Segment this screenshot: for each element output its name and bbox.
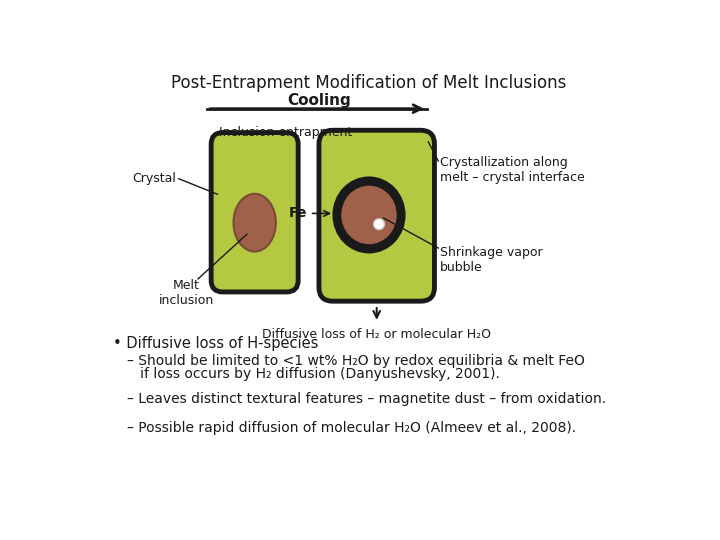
Text: – Should be limited to <1 wt% H₂O by redox equilibria & melt FeO: – Should be limited to <1 wt% H₂O by red… [127, 354, 585, 368]
Text: Inclusion entrapment: Inclusion entrapment [219, 126, 352, 139]
Ellipse shape [341, 186, 397, 244]
Ellipse shape [374, 219, 384, 230]
Text: Fe: Fe [289, 206, 307, 220]
Ellipse shape [233, 194, 276, 252]
FancyBboxPatch shape [319, 130, 434, 301]
Text: Shrinkage vapor
bubble: Shrinkage vapor bubble [440, 246, 542, 274]
Text: Diffusive loss of H₂ or molecular H₂O: Diffusive loss of H₂ or molecular H₂O [262, 328, 491, 341]
Ellipse shape [333, 177, 405, 253]
FancyBboxPatch shape [211, 132, 298, 292]
Text: Crystal: Crystal [132, 172, 176, 185]
Text: Crystallization along
melt – crystal interface: Crystallization along melt – crystal int… [440, 156, 585, 184]
Text: Melt
inclusion: Melt inclusion [159, 279, 214, 307]
Text: • Diffusive loss of H-species: • Diffusive loss of H-species [113, 336, 319, 351]
Text: Post-Entrapment Modification of Melt Inclusions: Post-Entrapment Modification of Melt Inc… [171, 74, 567, 92]
Text: Cooling: Cooling [287, 93, 351, 109]
Text: if loss occurs by H₂ diffusion (Danyushevsky, 2001).: if loss occurs by H₂ diffusion (Danyushe… [127, 367, 500, 381]
Text: – Possible rapid diffusion of molecular H₂O (Almeev et al., 2008).: – Possible rapid diffusion of molecular … [127, 421, 576, 435]
Text: – Leaves distinct textural features – magnetite dust – from oxidation.: – Leaves distinct textural features – ma… [127, 392, 606, 406]
